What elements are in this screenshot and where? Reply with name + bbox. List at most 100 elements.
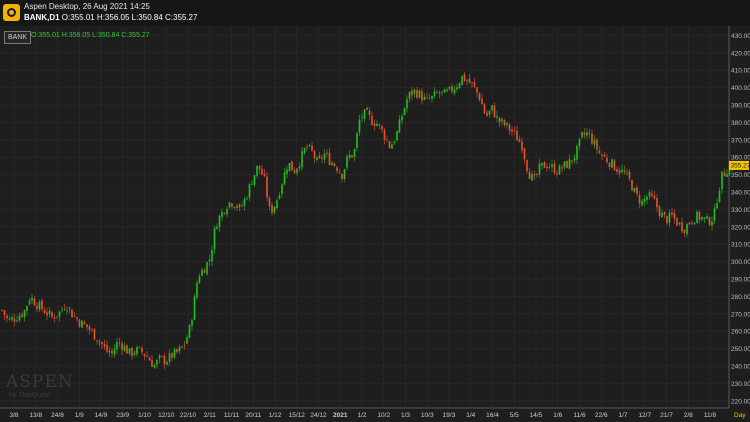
candle-body	[61, 309, 63, 311]
candle-body	[96, 340, 98, 342]
candle-body	[476, 87, 478, 93]
candle-body	[378, 124, 381, 126]
candle-body	[116, 342, 118, 350]
candle-body	[291, 161, 293, 171]
candle-body	[676, 218, 678, 226]
candle-body	[11, 317, 13, 320]
candle-body	[446, 89, 448, 91]
candle-body	[111, 350, 113, 354]
candle-body	[703, 217, 706, 219]
candle-body	[133, 353, 136, 355]
candle-body	[671, 212, 673, 215]
candle-body	[98, 341, 101, 343]
candle-body	[3, 310, 6, 316]
candle-body	[666, 215, 668, 224]
candle-body	[68, 307, 71, 309]
candle-body	[161, 355, 163, 357]
candle-body	[548, 166, 551, 168]
candle-body	[711, 221, 713, 226]
x-tick-label: 2021	[333, 412, 348, 419]
candle-body	[281, 184, 283, 194]
candle-body	[153, 365, 156, 368]
candle-body	[286, 169, 288, 174]
y-tick-label: 290.00	[731, 277, 750, 284]
candle-body	[243, 199, 246, 206]
candle-body	[596, 139, 598, 150]
candle-body	[73, 316, 76, 317]
candle-body	[436, 92, 438, 94]
candle-body	[336, 167, 338, 172]
candle-body	[728, 166, 731, 176]
candle-body	[238, 204, 241, 208]
candle-body	[578, 138, 581, 147]
candle-body	[321, 157, 323, 159]
candle-body	[376, 123, 378, 126]
candle-body	[246, 198, 248, 200]
symbol-tag[interactable]: BANK	[4, 31, 32, 44]
candle-body	[493, 105, 496, 118]
y-tick-label: 270.00	[731, 311, 750, 318]
candle-body	[13, 318, 16, 322]
y-tick-label: 360.00	[731, 155, 750, 162]
candle-body	[726, 173, 728, 178]
aspen-logo-icon	[3, 4, 20, 21]
candle-body	[536, 174, 538, 176]
candle-body	[121, 343, 123, 350]
candle-body	[158, 355, 161, 359]
candle-body	[508, 124, 511, 131]
candle-body	[541, 162, 543, 166]
candle-body	[396, 131, 398, 141]
candle-body	[651, 193, 653, 196]
candle-body	[88, 326, 91, 330]
candle-body	[688, 222, 691, 225]
x-tick-label: 11/6	[573, 412, 586, 419]
candle-body	[618, 170, 621, 174]
candle-body	[568, 159, 571, 169]
candle-body	[208, 259, 211, 262]
candle-body	[576, 145, 578, 160]
candle-body	[681, 222, 683, 232]
candle-body	[188, 325, 191, 338]
candle-body	[51, 312, 53, 317]
candle-body	[523, 148, 526, 160]
candle-body	[511, 129, 513, 132]
candle-body	[456, 87, 458, 90]
x-tick-label: 3/8	[9, 412, 18, 419]
candle-body	[531, 174, 533, 181]
candle-body	[36, 305, 38, 309]
candle-body	[293, 170, 296, 174]
candle-body	[91, 329, 93, 331]
candle-body	[323, 153, 326, 160]
candle-body	[251, 183, 253, 185]
candle-body	[268, 197, 271, 207]
candle-body	[403, 108, 406, 115]
candle-body	[301, 151, 303, 168]
candle-body	[673, 213, 676, 219]
candle-body	[573, 158, 576, 161]
candle-body	[428, 98, 431, 100]
candle-body	[416, 90, 418, 98]
candle-body	[216, 226, 218, 230]
candle-body	[693, 222, 696, 225]
candle-body	[163, 355, 166, 365]
candle-body	[413, 89, 416, 94]
candle-body	[641, 200, 643, 206]
candle-body	[311, 145, 313, 151]
candle-body	[391, 144, 393, 149]
y-tick-label: 250.00	[731, 346, 750, 353]
candle-body	[533, 174, 536, 176]
candle-body	[233, 207, 236, 208]
candle-body	[63, 308, 66, 310]
candle-body	[546, 166, 548, 169]
candle-body	[213, 228, 216, 250]
candle-body	[28, 300, 31, 305]
candle-body	[103, 344, 106, 347]
x-tick-label: 1/3	[401, 412, 410, 419]
candle-body	[593, 139, 596, 145]
y-tick-label: 300.00	[731, 259, 750, 266]
candle-body	[381, 126, 383, 130]
x-tick-label: 12/7	[638, 412, 651, 419]
candle-body	[501, 119, 503, 122]
candle-body	[388, 141, 391, 148]
